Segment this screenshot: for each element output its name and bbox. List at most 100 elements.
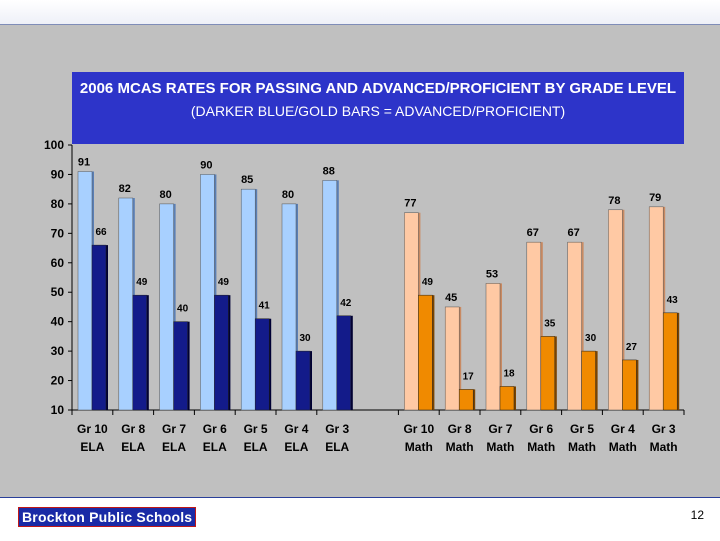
x-category-label-line1: Gr 6 [203, 422, 227, 436]
passing-value-label: 79 [649, 192, 661, 204]
x-category-label-line2: ELA [203, 440, 227, 454]
advanced-value-label: 35 [544, 318, 556, 329]
x-category-label-line2: ELA [244, 440, 268, 454]
x-category-label-line1: Gr 5 [570, 422, 594, 436]
advanced-value-label: 41 [259, 301, 271, 312]
passing-value-label: 91 [78, 157, 90, 169]
x-category-label-line1: Gr 3 [325, 422, 349, 436]
y-tick-label: 40 [51, 315, 65, 329]
passing-value-label: 67 [567, 227, 579, 239]
passing-bar [159, 203, 174, 411]
passing-value-label: 78 [608, 195, 620, 207]
passing-bar [485, 283, 501, 411]
advanced-value-label: 49 [422, 277, 434, 288]
x-category-label-line2: ELA [162, 440, 186, 454]
passing-bar [200, 174, 215, 411]
advanced-value-label: 17 [463, 371, 475, 382]
passing-value-label: 85 [241, 174, 253, 186]
chart-subtitle: (DARKER BLUE/GOLD BARS = ADVANCED/PROFIC… [190, 103, 566, 119]
top-band [0, 0, 720, 25]
x-category-label-line2: ELA [284, 440, 308, 454]
passing-bar [608, 209, 623, 411]
x-category-label-line1: Gr 10 [77, 422, 108, 436]
y-tick-label: 60 [51, 256, 65, 270]
advanced-bar [662, 312, 678, 411]
advanced-bar [295, 350, 311, 411]
chart-title-box: 2006 MCAS RATES FOR PASSING AND ADVANCED… [72, 72, 684, 144]
y-tick-label: 10 [51, 403, 65, 417]
x-category-label-line1: Gr 4 [284, 422, 308, 436]
passing-bar [648, 206, 664, 411]
advanced-value-label: 43 [667, 295, 679, 306]
x-category-label-line2: ELA [121, 440, 145, 454]
passing-bar [444, 306, 460, 411]
x-category-label-line1: Gr 7 [162, 422, 186, 436]
advanced-value-label: 30 [585, 333, 597, 344]
passing-bar [240, 188, 256, 411]
advanced-bar [622, 359, 637, 411]
advanced-value-label: 40 [177, 304, 189, 315]
passing-bar [281, 203, 297, 411]
x-category-label-line1: Gr 4 [611, 422, 635, 436]
passing-bar [77, 171, 93, 411]
passing-value-label: 90 [200, 159, 212, 171]
x-category-label-line2: Math [527, 440, 555, 454]
advanced-value-label: 30 [299, 333, 311, 344]
x-category-label-line2: Math [609, 440, 637, 454]
advanced-value-label: 18 [503, 368, 515, 379]
advanced-bar [540, 336, 556, 411]
y-tick-label: 70 [51, 226, 65, 240]
y-tick-label: 100 [44, 138, 64, 152]
passing-value-label: 53 [486, 268, 498, 280]
y-tick-label: 80 [51, 197, 65, 211]
page-number: 12 [690, 508, 704, 522]
x-category-label-line1: Gr 7 [488, 422, 512, 436]
y-tick-label: 20 [51, 374, 65, 388]
advanced-bar [173, 321, 188, 411]
advanced-value-label: 49 [136, 277, 148, 288]
passing-value-label: 45 [445, 292, 457, 304]
advanced-value-label: 42 [340, 298, 352, 309]
passing-value-label: 80 [282, 189, 294, 201]
passing-value-label: 80 [159, 189, 171, 201]
advanced-value-label: 49 [218, 277, 230, 288]
y-tick-label: 30 [51, 344, 65, 358]
x-category-label-line2: Math [405, 440, 433, 454]
x-category-label-line2: Math [486, 440, 514, 454]
passing-bar [322, 180, 338, 411]
x-category-label-line2: ELA [325, 440, 349, 454]
chart-title: 2006 MCAS RATES FOR PASSING AND ADVANCED… [79, 80, 677, 97]
passing-bar [118, 197, 134, 411]
advanced-bar [458, 389, 474, 411]
x-category-label-line1: Gr 8 [121, 422, 145, 436]
advanced-bar [132, 294, 148, 411]
advanced-bar [91, 244, 107, 411]
x-category-label-line1: Gr 3 [652, 422, 676, 436]
x-category-label-line2: Math [568, 440, 596, 454]
x-category-label-line2: ELA [80, 440, 104, 454]
passing-bar [567, 241, 582, 411]
advanced-bar [336, 315, 352, 411]
y-tick-label: 50 [51, 285, 65, 299]
advanced-bar [418, 294, 433, 411]
y-tick-label: 90 [51, 167, 65, 181]
advanced-bar [254, 318, 270, 411]
passing-value-label: 67 [527, 227, 539, 239]
passing-value-label: 88 [323, 165, 335, 177]
x-category-label-line2: Math [446, 440, 474, 454]
advanced-value-label: 66 [95, 227, 107, 238]
advanced-value-label: 27 [626, 342, 638, 353]
brockton-public-schools-logo: Brockton Public Schools [18, 507, 197, 527]
advanced-bar [499, 386, 515, 411]
passing-bar [404, 212, 419, 411]
advanced-bar [214, 294, 229, 411]
bar-chart: 10 20 30 40 50 60 70 80 90 100 91 66 Gr 10 ELA 82 49 Gr … [44, 138, 685, 454]
passing-value-label: 82 [119, 183, 131, 195]
advanced-bar [581, 350, 596, 411]
passing-value-label: 77 [404, 198, 416, 210]
x-category-label-line1: Gr 10 [403, 422, 434, 436]
x-category-label-line1: Gr 6 [529, 422, 553, 436]
x-category-label-line1: Gr 5 [244, 422, 268, 436]
passing-bar [526, 241, 542, 411]
x-category-label-line1: Gr 8 [448, 422, 472, 436]
